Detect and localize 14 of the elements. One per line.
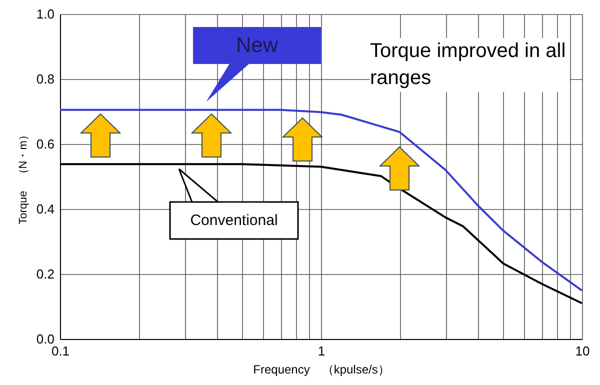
y-tick-label: 0.0 <box>36 332 54 346</box>
text: 0.1 <box>51 344 70 358</box>
annotation: Torque improved in all ranges <box>370 38 570 92</box>
y-axis-title: Torque （N・m） <box>17 130 30 224</box>
y-tick-label: 0.4 <box>36 202 54 216</box>
y-tick-label: 1.0 <box>36 6 54 22</box>
x-tick-label: 1 <box>318 344 326 358</box>
y-tick-label: 0.8 <box>36 72 54 86</box>
legend-label: Conventional <box>170 202 298 239</box>
y-tick-label: 0.6 <box>36 136 54 152</box>
x-tick-label: 10 <box>575 344 590 358</box>
x-axis-title: Frequency （kpulse/s） <box>253 362 390 376</box>
text: New <box>193 27 321 64</box>
y-tick-label: 0.2 <box>36 266 54 282</box>
